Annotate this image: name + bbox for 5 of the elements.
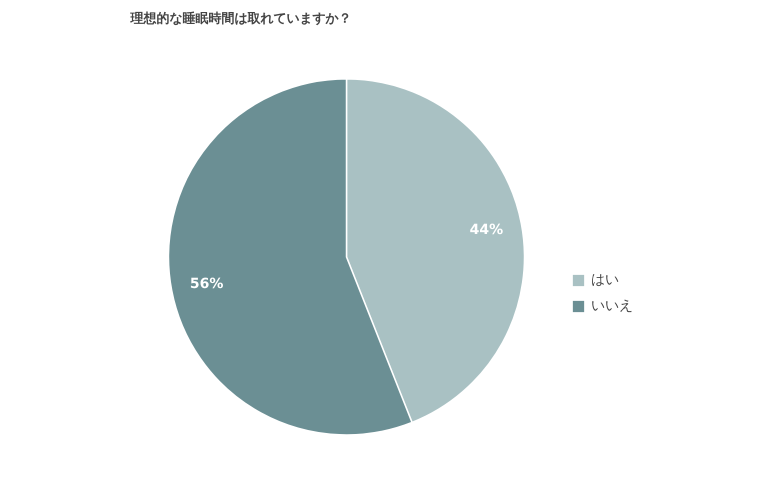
chart-title: 理想的な睡眠時間は取れていますか？ bbox=[130, 10, 352, 26]
legend-label: はい bbox=[591, 271, 619, 289]
data-label: 56% bbox=[190, 276, 224, 292]
data-label: 44% bbox=[470, 222, 504, 238]
legend-label: いいえ bbox=[591, 297, 633, 315]
